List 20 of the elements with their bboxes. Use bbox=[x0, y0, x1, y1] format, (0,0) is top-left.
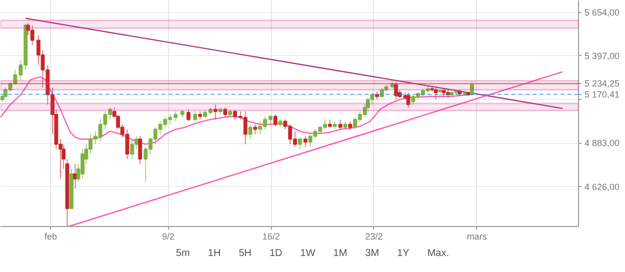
text: 1W bbox=[300, 248, 316, 259]
text: 1Y bbox=[397, 248, 410, 259]
x-tick-label: feb bbox=[44, 232, 57, 242]
text: 5H bbox=[238, 248, 252, 259]
x-tick-label: 23/2 bbox=[365, 232, 383, 242]
y-tick-label: 5 397,00 bbox=[584, 50, 620, 61]
text: 1H bbox=[208, 248, 221, 259]
text: 5m bbox=[176, 248, 190, 259]
x-tick-label: 16/2 bbox=[262, 232, 280, 242]
text: 3M bbox=[365, 248, 380, 259]
text: 1D bbox=[269, 248, 282, 259]
x-tick-label: 9/2 bbox=[162, 232, 175, 242]
ref-line-label: 5 234,25 bbox=[584, 78, 620, 89]
y-tick-label: 4 883,00 bbox=[584, 138, 620, 148]
y-tick-label: 4 626,00 bbox=[584, 182, 620, 192]
x-tick-label: mars bbox=[466, 232, 488, 242]
ref-line-label: 5 170,41 bbox=[584, 89, 620, 100]
text: Max. bbox=[427, 248, 449, 259]
text: 1M bbox=[333, 248, 348, 259]
y-tick-label: 5 654,00 bbox=[584, 7, 620, 18]
